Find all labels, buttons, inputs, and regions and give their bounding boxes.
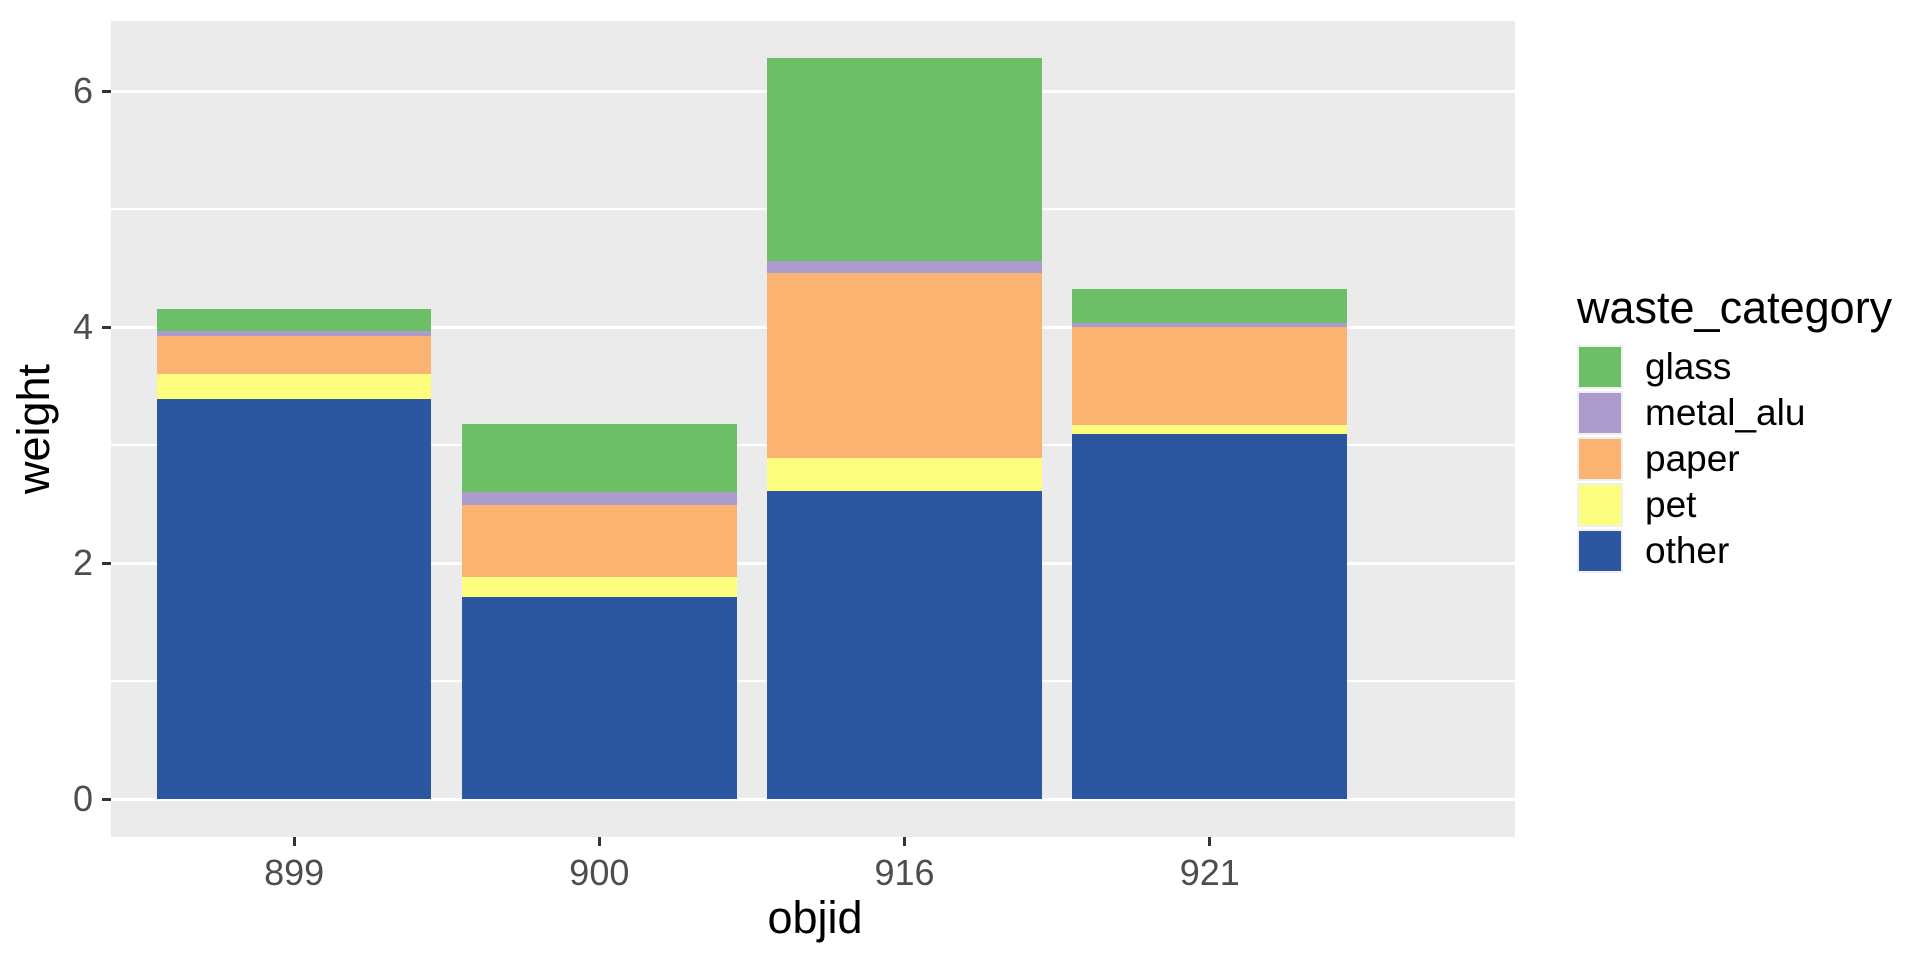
y-axis-tick <box>102 325 111 329</box>
y-tick-label: 6 <box>72 70 93 111</box>
x-axis-tick <box>903 837 907 846</box>
legend-label-metal_alu: metal_alu <box>1645 392 1806 433</box>
bar-segment-metal_alu-921 <box>1072 323 1348 327</box>
bar-segment-pet-921 <box>1072 424 1348 435</box>
bar-segment-paper-899 <box>156 336 432 375</box>
y-axis-title: weight <box>8 363 59 495</box>
x-tick-label: 900 <box>569 852 630 893</box>
bar-segment-pet-916 <box>767 457 1042 491</box>
y-axis-tick <box>102 797 111 801</box>
bar-segment-metal_alu-899 <box>156 330 432 337</box>
pet-swatch <box>1579 485 1621 525</box>
y-axis-tick <box>102 89 111 93</box>
bar-segment-glass-899 <box>156 309 432 331</box>
x-axis-tick <box>597 837 601 846</box>
bar-segment-glass-916 <box>767 57 1042 261</box>
legend-key-other <box>1577 529 1623 573</box>
legend-title: waste_category <box>1577 282 1893 333</box>
legend-key-metal_alu <box>1577 391 1623 435</box>
y-tick-label: 2 <box>72 542 93 583</box>
legend-key-paper <box>1577 437 1623 481</box>
plot-panel <box>111 21 1515 837</box>
y-axis-tick <box>102 561 111 565</box>
bar-segment-glass-900 <box>462 423 737 493</box>
bar-segment-other-899 <box>156 398 432 799</box>
bar-segment-pet-899 <box>156 374 432 399</box>
x-tick-label: 916 <box>874 852 935 893</box>
legend-label-paper: paper <box>1645 438 1740 479</box>
legend-key-pet <box>1577 483 1623 527</box>
x-tick-label: 899 <box>264 852 325 893</box>
x-axis-title: objid <box>767 892 863 943</box>
other-swatch <box>1579 531 1621 571</box>
bar-segment-other-900 <box>462 597 737 799</box>
y-tick-label: 4 <box>72 306 93 347</box>
bar-segment-other-916 <box>767 491 1042 799</box>
bar-segment-glass-921 <box>1072 289 1348 324</box>
glass-swatch <box>1579 347 1621 387</box>
bar-segment-paper-921 <box>1072 327 1348 425</box>
x-axis-tick <box>1208 837 1212 846</box>
bar-segment-metal_alu-900 <box>462 492 737 506</box>
major-gridline <box>111 797 1515 801</box>
bar-segment-other-921 <box>1072 434 1348 799</box>
legend-label-pet: pet <box>1645 484 1697 525</box>
legend-label-other: other <box>1645 530 1730 571</box>
legend-key-glass <box>1577 345 1623 389</box>
bar-segment-metal_alu-916 <box>767 260 1042 273</box>
y-tick-label: 0 <box>72 778 93 819</box>
bar-segment-paper-900 <box>462 505 737 578</box>
metal_alu-swatch <box>1579 393 1621 433</box>
bar-segment-paper-916 <box>767 272 1042 458</box>
x-axis-tick <box>292 837 296 846</box>
bar-segment-pet-900 <box>462 577 737 598</box>
paper-swatch <box>1579 439 1621 479</box>
x-tick-label: 921 <box>1179 852 1240 893</box>
legend-label-glass: glass <box>1645 346 1732 387</box>
